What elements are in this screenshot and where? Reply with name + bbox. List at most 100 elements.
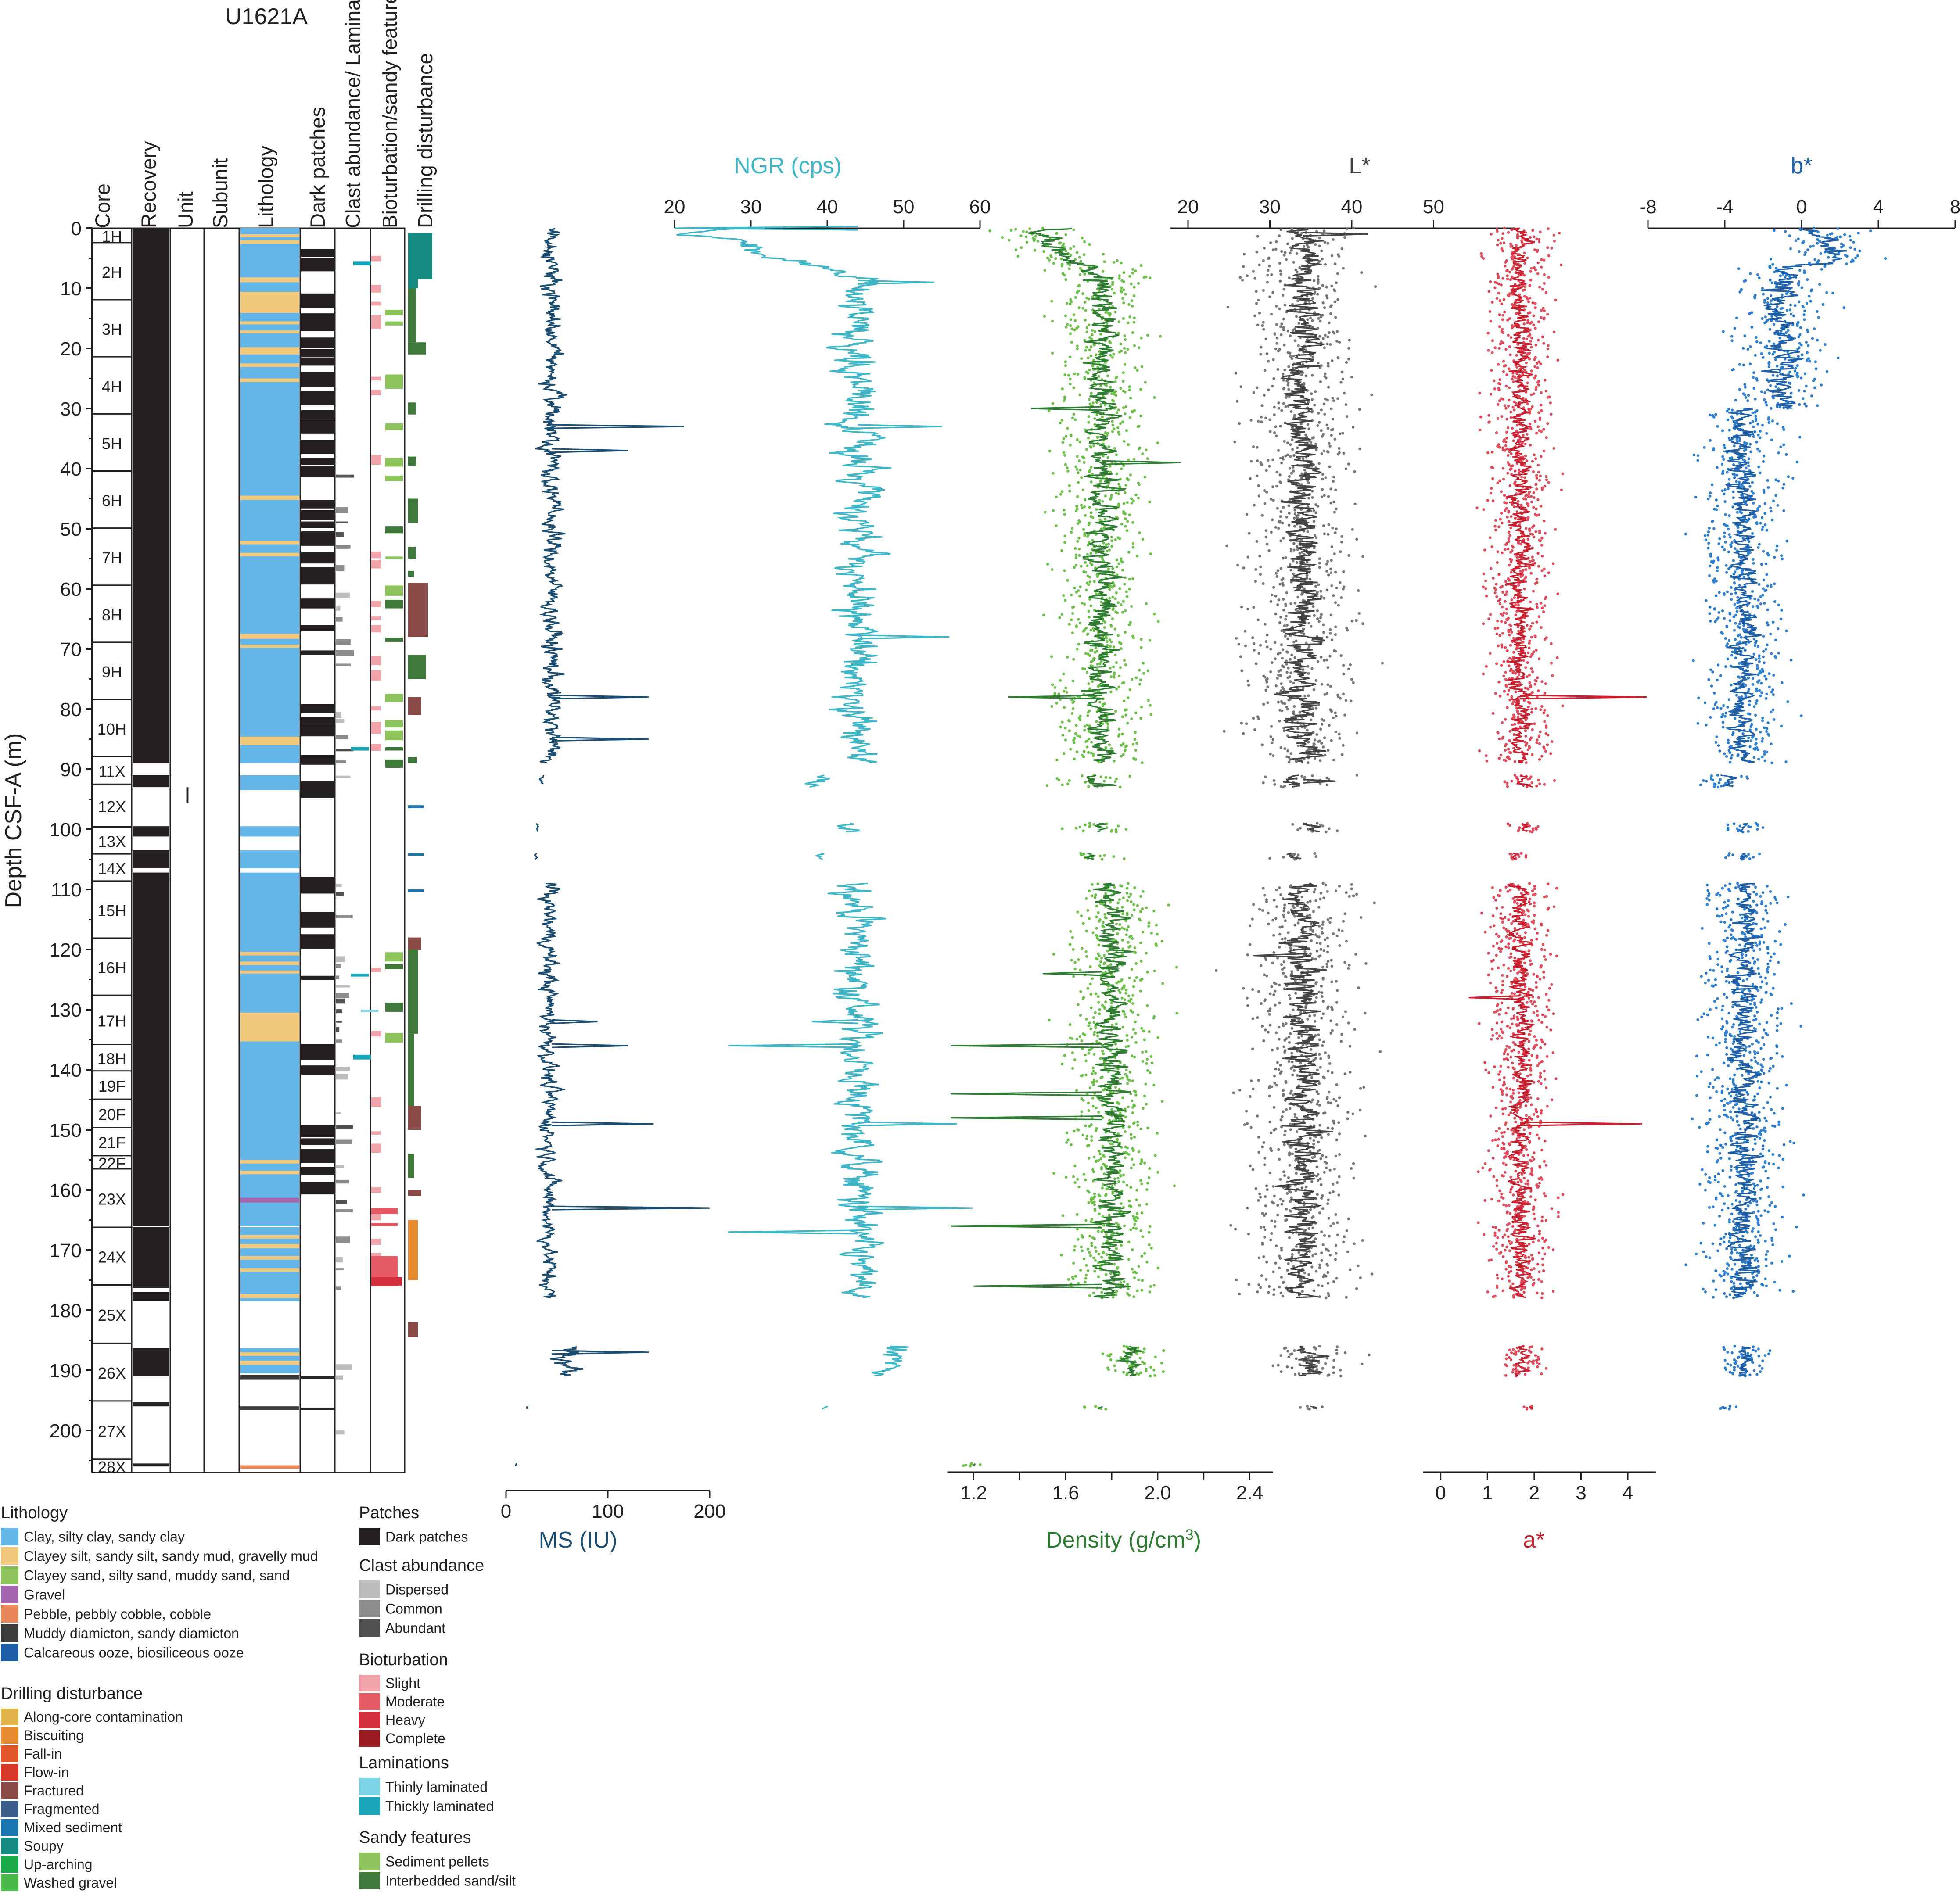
data-point — [1292, 572, 1295, 576]
data-point — [1334, 1243, 1338, 1247]
data-point — [1118, 433, 1121, 436]
data-point — [1085, 1264, 1088, 1267]
data-point — [1282, 909, 1285, 913]
data-point — [1130, 1157, 1134, 1161]
data-point — [1097, 938, 1100, 941]
data-point — [1069, 332, 1072, 335]
data-point — [1123, 363, 1127, 366]
data-point — [1071, 1067, 1074, 1070]
data-point — [1050, 300, 1053, 303]
data-point — [1334, 316, 1337, 319]
data-point — [1285, 591, 1289, 595]
data-point — [1084, 1073, 1088, 1076]
data-point — [1134, 493, 1138, 497]
data-point — [1319, 1157, 1322, 1161]
data-point — [1139, 978, 1142, 982]
data-point — [1125, 933, 1128, 936]
data-point — [1516, 423, 1519, 427]
data-point — [1125, 887, 1129, 890]
data-point — [1300, 774, 1303, 778]
data-point — [1265, 1278, 1268, 1281]
data-point — [1134, 366, 1137, 369]
data-point — [1120, 885, 1124, 888]
data-point — [1156, 1132, 1159, 1135]
data-point — [1111, 617, 1114, 620]
data-point — [1279, 1064, 1282, 1067]
data-point — [1322, 1040, 1325, 1043]
data-point — [1327, 1217, 1330, 1220]
data-point — [1537, 411, 1540, 414]
data-point — [1327, 1101, 1330, 1104]
data-point — [1126, 1039, 1129, 1042]
data-point — [1140, 638, 1143, 641]
data-point — [1121, 681, 1124, 685]
data-point — [1145, 602, 1148, 605]
lithology-silt-band — [240, 1171, 299, 1175]
data-point — [1501, 521, 1504, 525]
data-point — [1134, 1090, 1137, 1093]
data-point — [1317, 1082, 1321, 1085]
data-point — [1121, 939, 1124, 942]
data-point — [1062, 437, 1065, 440]
data-spike-ngr — [858, 280, 934, 285]
data-point — [1052, 509, 1055, 512]
data-point — [1328, 1191, 1332, 1194]
data-point — [1329, 1032, 1332, 1035]
data-point — [1264, 416, 1267, 419]
data-point — [1090, 894, 1094, 897]
data-point — [1070, 712, 1074, 715]
clast-mark — [336, 993, 349, 998]
data-point — [1091, 365, 1095, 368]
data-point — [1540, 430, 1543, 433]
data-point — [1097, 943, 1100, 947]
data-point — [1124, 293, 1127, 296]
data-point — [1501, 341, 1504, 344]
axis-title-text: a* — [1523, 1527, 1544, 1553]
data-point — [1329, 343, 1332, 346]
data-point — [1249, 460, 1253, 463]
data-point — [1075, 326, 1078, 330]
depth-tick-label: 140 — [50, 1060, 82, 1081]
data-point — [1313, 890, 1316, 894]
data-point — [1264, 369, 1267, 372]
core-label: 25X — [98, 1306, 126, 1324]
data-point — [1124, 1156, 1127, 1159]
data-point — [1317, 462, 1321, 465]
data-point — [1342, 744, 1345, 747]
data-point — [1352, 1177, 1355, 1180]
data-point — [1269, 430, 1272, 433]
data-point — [1528, 560, 1532, 563]
data-point — [1095, 1106, 1098, 1110]
depth-tick-label: 120 — [50, 939, 82, 961]
data-point — [1093, 1209, 1097, 1212]
data-point — [1505, 607, 1508, 611]
data-point — [1066, 427, 1069, 430]
data-point — [1504, 440, 1508, 444]
drilling-disturbance-mark — [408, 889, 424, 892]
data-point — [1101, 1352, 1104, 1355]
data-point — [1071, 936, 1074, 939]
data-point — [1109, 341, 1112, 344]
data-point — [1551, 562, 1555, 565]
data-point — [1140, 1158, 1143, 1161]
data-point — [1088, 576, 1091, 579]
data-point — [1329, 1224, 1332, 1227]
axis-title-text: MS (IU) — [538, 1527, 617, 1553]
data-point — [1284, 405, 1287, 408]
data-point — [1282, 373, 1285, 376]
data-point — [1291, 1060, 1294, 1064]
data-point — [1273, 413, 1276, 416]
data-point — [1282, 688, 1285, 691]
data-point — [1312, 279, 1316, 282]
data-point — [1302, 627, 1305, 631]
data-point — [1268, 418, 1271, 421]
data-point — [1502, 360, 1505, 363]
data-point — [1141, 1060, 1145, 1063]
data-point — [1125, 595, 1129, 598]
data-point — [1138, 1357, 1142, 1360]
data-point — [1337, 928, 1340, 932]
data-point — [1264, 529, 1268, 532]
data-point — [1076, 455, 1079, 458]
data-point — [1323, 494, 1326, 497]
